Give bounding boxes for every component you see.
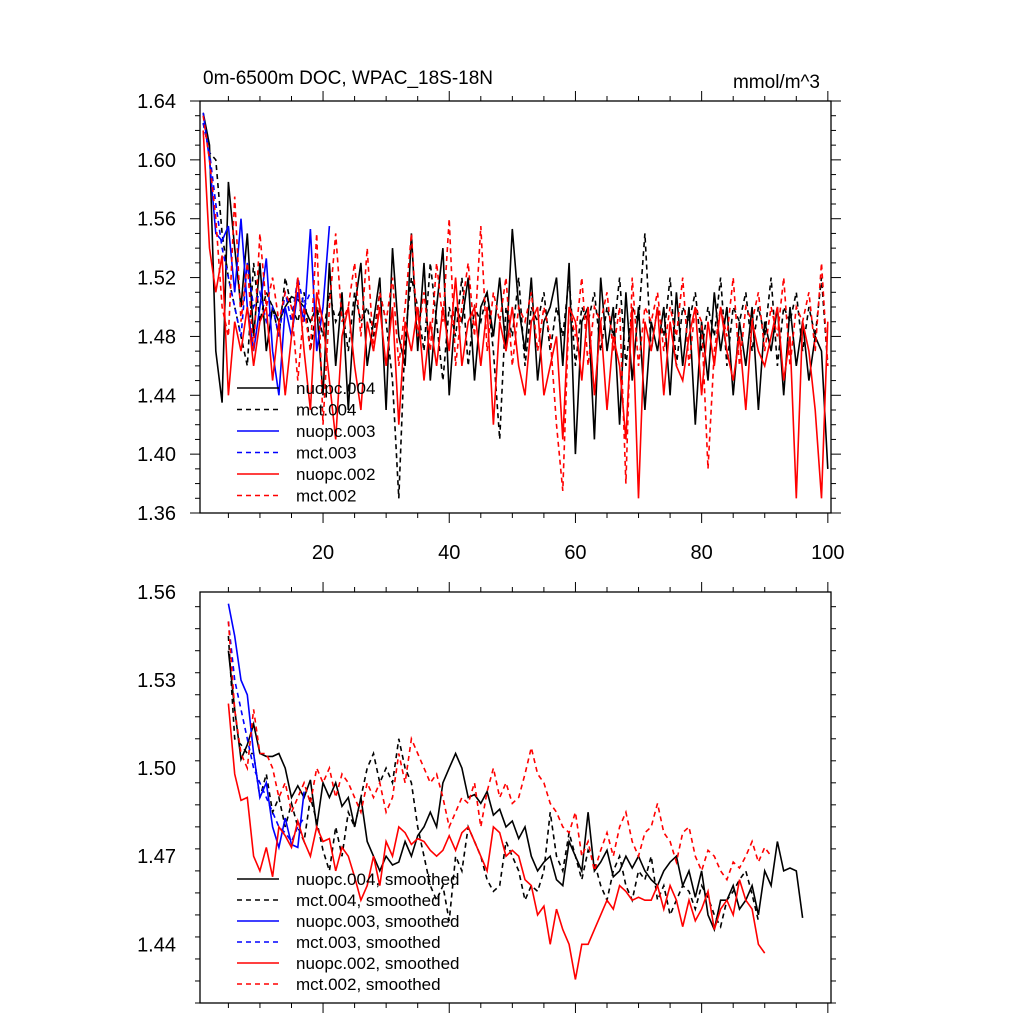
legend-label: mct.002, smoothed [296, 975, 441, 994]
y-tick-label: 1.56 [137, 582, 176, 604]
series-line-mct-002-smoothed [227, 621, 772, 882]
legend-label: nuopc.004 [296, 379, 375, 398]
y-tick-label: 1.52 [137, 268, 176, 290]
series-line-nuopc-002 [202, 130, 829, 499]
legend-label: nuopc.003, smoothed [296, 912, 460, 931]
legend-label: mct.003, smoothed [296, 933, 441, 952]
top-panel: 0m-6500m DOC, WPAC_18S-18N mmol/m^3 20 40… [137, 68, 844, 564]
x-tick-label: 60 [564, 542, 586, 564]
y-tick-label: 1.53 [137, 670, 176, 692]
y-tick-label: 1.40 [137, 444, 176, 466]
plot-area [202, 112, 829, 499]
legend-label: nuopc.002, smoothed [296, 954, 460, 973]
legend-label: mct.004, smoothed [296, 891, 441, 910]
y-tick-label: 1.60 [137, 150, 176, 172]
legend-label: nuopc.004, smoothed [296, 870, 460, 889]
legend-label: mct.002 [296, 487, 356, 506]
legend-label: nuopc.002 [296, 465, 375, 484]
legend-label: mct.004 [296, 401, 356, 420]
y-tick-label: 1.50 [137, 758, 176, 780]
y-tick-label: 1.44 [137, 934, 176, 956]
series-line-mct-004-smoothed [227, 635, 760, 929]
y-tick-label: 1.64 [137, 91, 176, 113]
series-line-mct-004 [202, 122, 829, 499]
y-tick-label: 1.36 [137, 503, 176, 525]
series-line-nuopc-004-smoothed [227, 650, 804, 933]
x-tick-label: 20 [312, 542, 334, 564]
y-tick-label: 1.47 [137, 846, 176, 868]
bottom-panel: 1.44 1.47 1.50 1.53 1.56 nuopc.004, smoothed m… [137, 582, 836, 1013]
series-line-mct-003-smoothed [227, 621, 305, 844]
series-line-mct-002 [202, 115, 829, 491]
x-tick-label: 100 [811, 542, 844, 564]
chart-title: 0m-6500m DOC, WPAC_18S-18N [203, 68, 493, 89]
plot-area [227, 603, 804, 980]
legend-label: mct.003 [296, 444, 356, 463]
plot-frame [199, 591, 832, 1004]
x-tick-label: 80 [691, 542, 713, 564]
legend-label: nuopc.003 [296, 422, 375, 441]
legend: nuopc.004, smoothed mct.004, smoothed nuop… [237, 870, 460, 994]
y-tick-label: 1.44 [137, 385, 176, 407]
y-tick-label: 1.56 [137, 209, 176, 231]
y-tick-label: 1.48 [137, 326, 176, 348]
x-tick-label: 40 [438, 542, 460, 564]
series-line-nuopc-003 [202, 112, 331, 396]
series-line-nuopc-002-smoothed [227, 703, 766, 980]
units-label: mmol/m^3 [733, 72, 820, 93]
legend: nuopc.004 mct.004 nuopc.003 mct.003 nuopc.00… [237, 379, 375, 506]
